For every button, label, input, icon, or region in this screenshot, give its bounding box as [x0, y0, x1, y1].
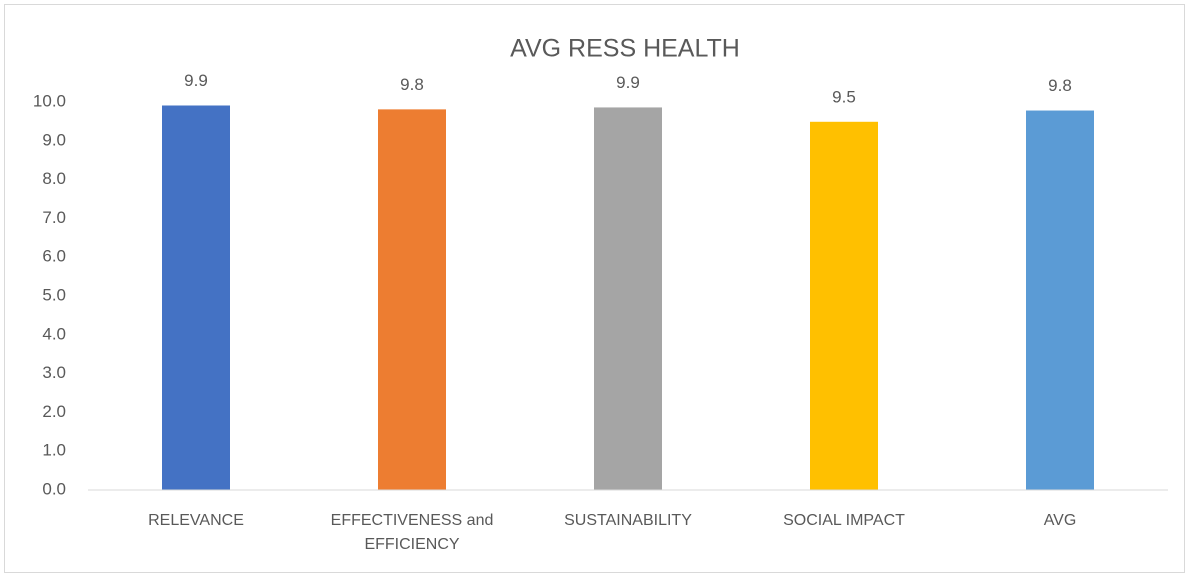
data-label: 9.8	[400, 75, 424, 94]
y-tick-label: 5.0	[42, 285, 66, 304]
y-tick-label: 8.0	[42, 169, 66, 188]
x-tick-label: SUSTAINABILITY	[564, 512, 692, 529]
data-label: 9.5	[832, 87, 856, 106]
bar	[378, 109, 446, 490]
data-label: 9.9	[184, 71, 208, 90]
x-tick-label: RELEVANCE	[148, 512, 244, 529]
y-tick-label: 2.0	[42, 402, 66, 421]
y-tick-label: 1.0	[42, 441, 66, 460]
bar	[162, 105, 230, 490]
data-label: 9.9	[616, 73, 640, 92]
x-tick-label: EFFECTIVENESS and EFFICIENCY	[330, 512, 494, 553]
bar	[810, 121, 878, 491]
bar	[594, 107, 662, 490]
x-tick-label: SOCIAL IMPACT	[783, 512, 905, 529]
chart-title: AVG RESS HEALTH	[510, 35, 740, 63]
data-label: 9.8	[1048, 76, 1072, 95]
y-tick-label: 6.0	[42, 247, 66, 266]
y-tick-label: 4.0	[42, 324, 66, 343]
y-tick-label: 3.0	[42, 363, 66, 382]
x-tick-label: AVG	[1043, 512, 1077, 529]
y-tick-label: 10.0	[33, 91, 66, 110]
bar	[1026, 110, 1094, 490]
y-tick-label: 9.0	[42, 130, 66, 149]
y-tick-label: 7.0	[42, 208, 66, 227]
y-tick-label: 0.0	[42, 479, 66, 498]
